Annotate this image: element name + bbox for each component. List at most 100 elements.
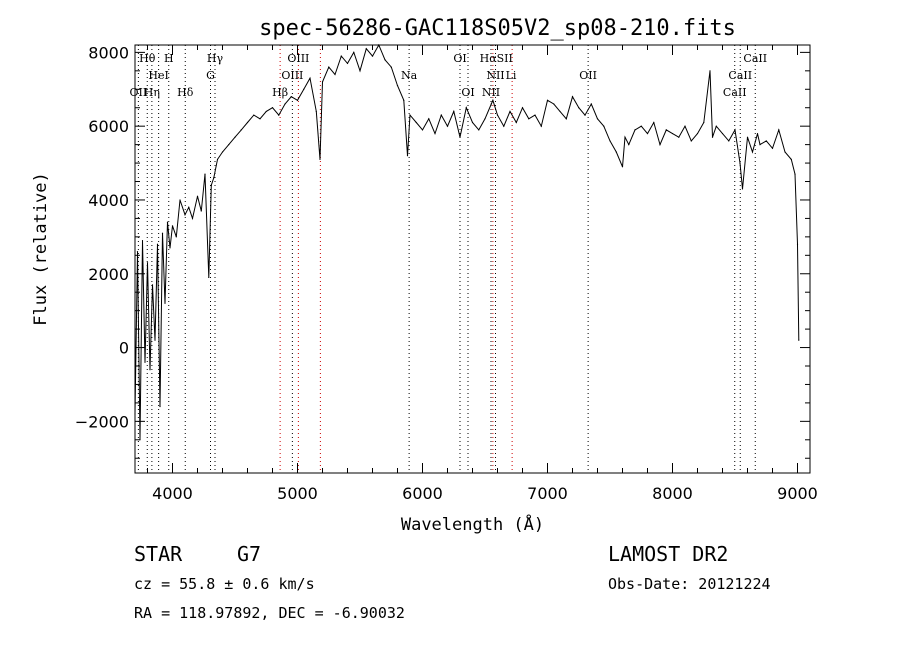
spectrum-point [490,103,492,105]
spectrum-point [188,206,190,208]
spectrum-point [778,129,780,131]
spectrum-point [471,121,474,124]
spectrum-point [221,151,224,153]
spectrum-point [741,188,744,190]
spectrum-point [446,125,449,127]
spectral-line-label: G [206,69,215,82]
spectrum-point [559,110,561,113]
spectrum-point [409,114,411,116]
spectral-line-label: OIII [287,52,309,65]
spectrum-point [703,121,705,124]
spectrum-point [534,114,536,116]
spectrum-point [528,118,530,120]
spectrum-point [253,114,255,116]
spectrum-point [440,114,442,116]
spectrum-point [715,125,717,127]
spectrum-point [271,107,274,109]
spectrum-point [565,118,567,120]
x-tick-label: 7000 [527,484,568,503]
spectrum-point [784,151,786,153]
spectrum-point [721,132,724,135]
spectrum-point [515,121,517,124]
spectrum-point [709,70,711,72]
spectrum-point [216,158,219,160]
spectrum-point [584,114,586,116]
spectrum-point [503,125,505,127]
spectrum-point [396,84,399,87]
spectrum-point [146,262,149,264]
spectrum-point [765,140,767,142]
y-tick-label: 6000 [88,117,129,136]
spectrum-point [136,251,139,253]
spectrum-point [284,103,286,105]
spectrum-point [171,225,174,227]
spectrum-point [746,136,749,138]
spectral-line-label: CaII [728,69,752,82]
spectrum-point [734,129,736,131]
spectrum-point [578,107,580,109]
spectrum-point [144,361,146,363]
spectrum-point [790,158,792,160]
x-tick-label: 8000 [652,484,693,503]
spectrum-point [161,232,164,234]
spectrum-point [509,110,511,113]
spectrum-point [290,96,292,98]
y-tick-label: −2000 [75,412,129,431]
spectral-line-label: HeI [148,69,168,82]
spectrum-point [204,173,206,175]
spectral-line-label: Hθ [139,52,156,65]
spectral-line-label: OII [579,69,597,82]
spectrum-point [521,107,524,109]
spectrum-point [315,110,317,113]
spectrum-point [653,121,655,124]
spectrum-point [796,243,799,245]
spectral-line-label: Hδ [177,86,194,99]
spectral-line-label: H [164,52,174,65]
spectral-line-label: Hβ [272,86,288,99]
spectrum-point [492,99,494,101]
spectrum-point [640,125,642,127]
spectrum-point [164,302,166,304]
spectrum-point [210,184,212,186]
spectrum-point [453,110,455,113]
spectrum-point [634,129,636,131]
spectrum-point [259,118,261,120]
y-axis-label: Flux (relative) [31,172,51,326]
spectrum-point [684,125,686,127]
spectrum-point [365,48,367,50]
spectrum-point [615,151,617,153]
spectrum-point [156,243,159,245]
spectrum-point [546,99,549,101]
spectrum-point [609,140,611,142]
spectral-line-label: Na [401,69,418,82]
spectrum-point [340,55,342,57]
x-axis-label: Wavelength (Å) [401,513,544,535]
spectrum-point [596,118,599,120]
spectral-line-label: NII [482,86,500,99]
x-tick-label: 4000 [152,484,193,503]
spectrum-point [465,107,467,109]
spectrum-point [196,195,199,197]
x-tick-label: 6000 [402,484,443,503]
survey-name: LAMOST DR2 [608,542,729,566]
spectrum-point [175,236,177,238]
spectrum-point [309,77,311,79]
spectrum-point [166,221,169,223]
spectral-line-label: OI [453,52,466,65]
spectral-line-label: Li [506,69,517,82]
spectrum-point [496,114,499,116]
chart-title: spec-56286-GAC118S05V2_sp08-210.fits [259,16,736,41]
y-tick-label: 8000 [88,43,129,62]
spectrum-point [624,136,626,138]
spectral-line-label: HαSII [480,52,513,65]
spectrum-point [319,158,321,160]
spectrum-point [659,144,661,146]
spectrum-point [278,114,280,116]
spectrum-point [384,59,386,61]
spectrum-point [678,136,680,138]
spectrum-point [159,405,161,408]
spectral-line-label: Hη [144,86,160,99]
obs-date: Obs-Date: 20121224 [608,575,771,593]
spectrum-point [771,147,774,149]
